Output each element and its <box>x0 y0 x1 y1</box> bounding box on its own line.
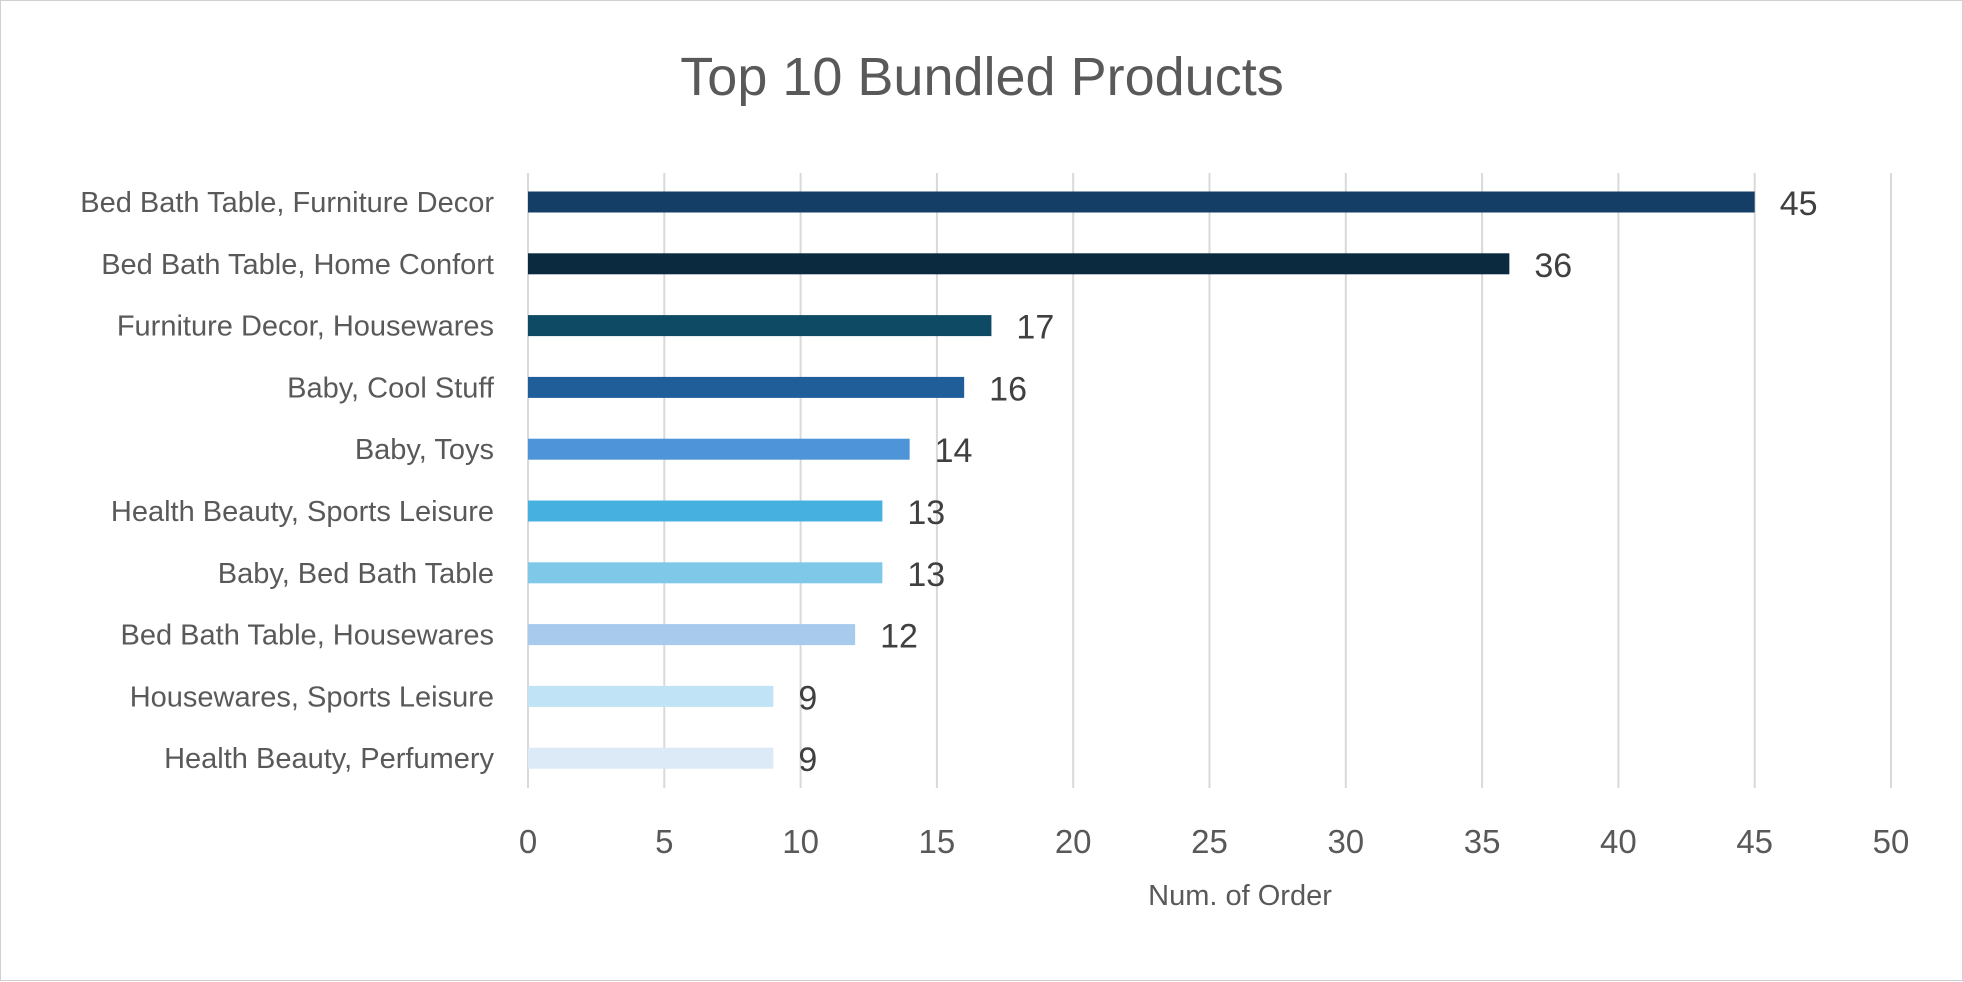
data-label: 45 <box>1780 185 1818 223</box>
x-tick-label: 15 <box>919 823 956 860</box>
category-label: Baby, Toys <box>355 434 494 466</box>
bars <box>528 191 1755 769</box>
gridlines <box>527 173 1892 788</box>
bar <box>528 191 1755 213</box>
bar <box>528 624 856 646</box>
x-tick-label: 25 <box>1191 823 1228 860</box>
bar <box>528 438 910 460</box>
data-label: 17 <box>1016 309 1054 347</box>
x-tick-label: 5 <box>655 823 673 860</box>
data-label: 16 <box>989 370 1027 408</box>
bar <box>528 500 883 522</box>
category-label: Bed Bath Table, Furniture Decor <box>80 187 494 219</box>
category-label: Housewares, Sports Leisure <box>130 681 494 713</box>
x-tick-label: 50 <box>1873 823 1910 860</box>
data-label: 13 <box>907 494 945 532</box>
x-tick-labels: 0 5 10 15 20 25 30 35 40 45 50 <box>519 823 1910 860</box>
bar <box>528 376 965 398</box>
data-label: 13 <box>907 556 945 594</box>
bar <box>528 253 1510 275</box>
bar <box>528 685 774 707</box>
category-label: Bed Bath Table, Housewares <box>121 620 494 652</box>
x-tick-label: 20 <box>1055 823 1092 860</box>
category-label: Baby, Bed Bath Table <box>218 558 494 590</box>
x-axis-title: Num. of Order <box>1148 880 1332 912</box>
data-label: 36 <box>1534 247 1572 285</box>
bar <box>528 562 883 584</box>
bar <box>528 747 774 769</box>
data-label: 9 <box>798 679 817 717</box>
category-label: Health Beauty, Sports Leisure <box>111 496 494 528</box>
data-label: 12 <box>880 618 918 656</box>
data-label: 14 <box>935 432 973 470</box>
category-label: Furniture Decor, Housewares <box>117 311 494 343</box>
category-label: Baby, Cool Stuff <box>287 372 495 404</box>
category-label: Bed Bath Table, Home Confort <box>101 249 494 281</box>
x-tick-label: 0 <box>519 823 537 860</box>
x-tick-label: 40 <box>1600 823 1637 860</box>
category-label: Health Beauty, Perfumery <box>164 743 494 775</box>
bar <box>528 315 992 337</box>
data-labels: 45 36 17 16 14 13 13 12 9 9 <box>798 185 1817 779</box>
x-tick-label: 45 <box>1736 823 1773 860</box>
category-labels: Bed Bath Table, Furniture Decor Bed Bath … <box>80 187 495 775</box>
x-tick-label: 30 <box>1327 823 1364 860</box>
data-label: 9 <box>798 741 817 779</box>
x-tick-label: 35 <box>1464 823 1501 860</box>
x-tick-label: 10 <box>782 823 819 860</box>
chart-title: Top 10 Bundled Products <box>680 47 1283 107</box>
